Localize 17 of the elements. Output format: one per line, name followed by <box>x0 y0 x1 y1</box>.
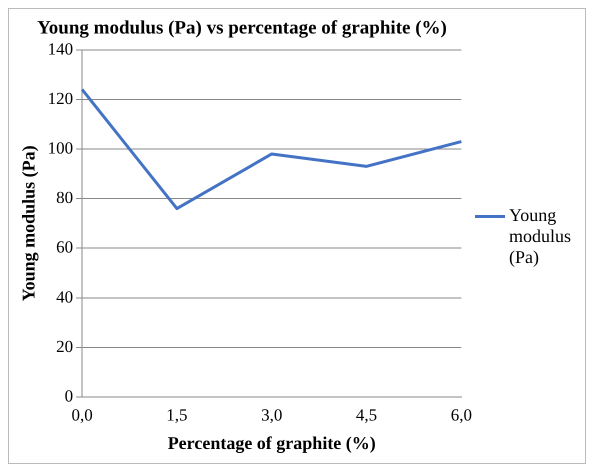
y-tick-label: 100 <box>48 138 74 158</box>
legend-label: Young modulus (Pa) <box>509 204 572 268</box>
x-tick-label: 3,0 <box>261 406 282 425</box>
y-tick-label: 80 <box>56 188 74 208</box>
y-axis-title: Young modulus (Pa) <box>18 145 38 302</box>
chart-title: Young modulus (Pa) vs percentage of graphite (%) <box>37 17 447 38</box>
y-tick-label: 0 <box>64 386 74 406</box>
y-tick-label: 140 <box>48 39 74 58</box>
x-axis-title: Percentage of graphite (%) <box>168 432 376 453</box>
x-tick-label: 1,5 <box>166 406 188 425</box>
y-tick-label: 20 <box>56 336 74 356</box>
x-tick-label: 6,0 <box>450 406 472 425</box>
y-tick-label: 40 <box>56 287 74 306</box>
x-tick-label: 4,5 <box>356 406 378 425</box>
y-tick-label: 60 <box>56 238 74 257</box>
x-tick-label: 0,0 <box>71 406 93 425</box>
y-tick-label: 120 <box>48 88 74 108</box>
